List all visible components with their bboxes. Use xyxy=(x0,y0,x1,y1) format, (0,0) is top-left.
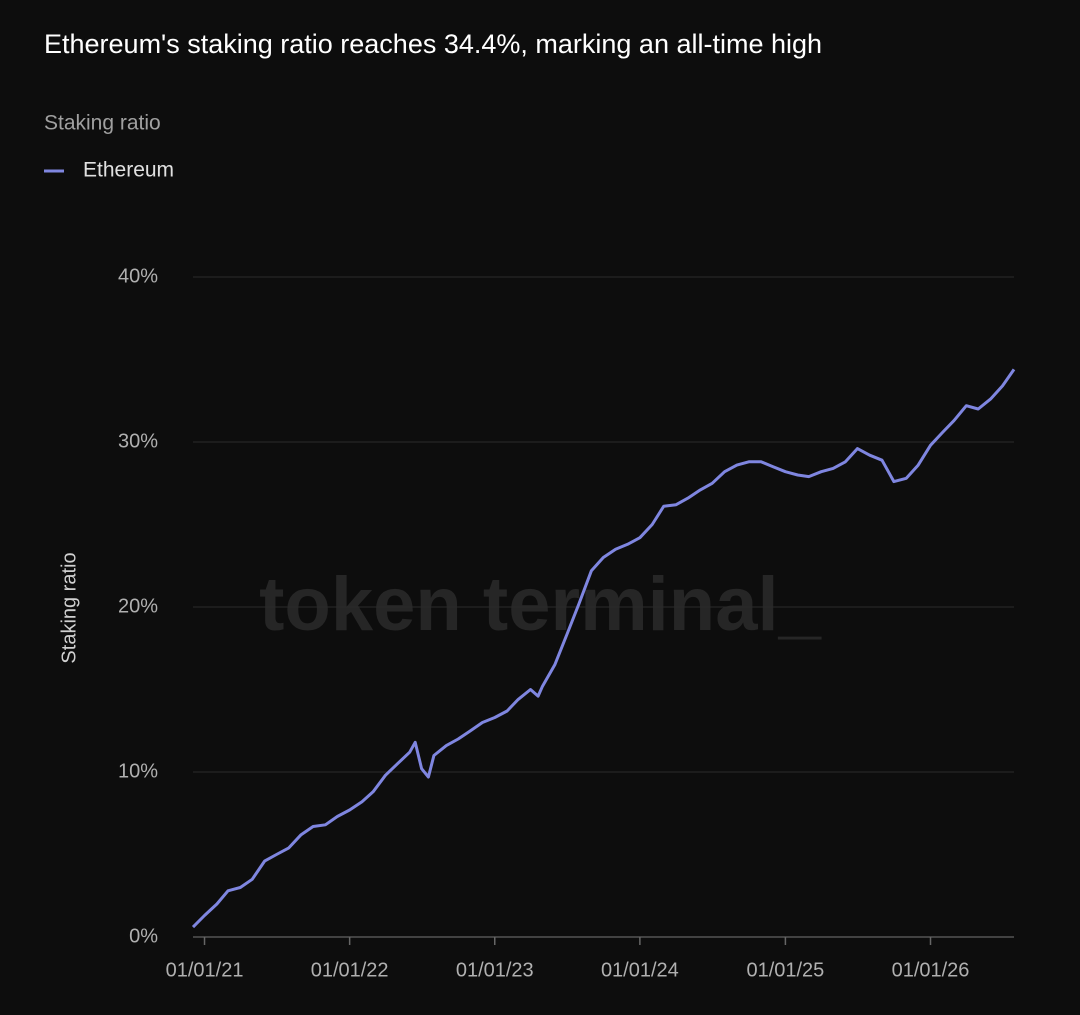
y-axis-label: Staking ratio xyxy=(58,552,80,663)
y-tick-label: 10% xyxy=(118,760,158,782)
x-tick-label: 01/01/23 xyxy=(456,959,534,981)
legend-title: Staking ratio xyxy=(44,112,161,135)
x-tick-label: 01/01/21 xyxy=(166,959,244,981)
y-tick-label: 0% xyxy=(129,925,158,947)
y-tick-label: 40% xyxy=(118,265,158,287)
y-tick-label: 20% xyxy=(118,595,158,617)
y-tick-label: 30% xyxy=(118,430,158,452)
x-tick-label: 01/01/22 xyxy=(311,959,389,981)
legend-label: Ethereum xyxy=(83,159,174,182)
data-line xyxy=(191,368,1016,929)
x-tick-label: 01/01/25 xyxy=(746,959,824,981)
chart-title: Ethereum's staking ratio reaches 34.4%, … xyxy=(44,29,822,59)
watermark: token terminal_ xyxy=(259,562,821,647)
x-tick-label: 01/01/26 xyxy=(892,959,970,981)
x-tick-label: 01/01/24 xyxy=(601,959,679,981)
